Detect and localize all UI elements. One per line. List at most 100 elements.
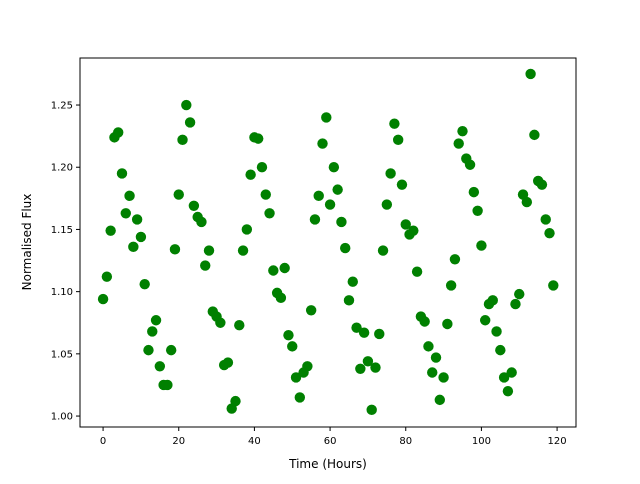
data-points: [97, 68, 559, 416]
data-point: [328, 162, 340, 173]
data-point: [358, 327, 370, 338]
x-tick-label: 100: [472, 436, 491, 447]
x-tick-label: 60: [324, 436, 337, 447]
data-point: [181, 99, 192, 111]
data-point: [449, 254, 461, 265]
data-point: [101, 271, 113, 282]
data-point: [340, 242, 351, 254]
data-point: [479, 315, 491, 326]
data-point: [188, 200, 200, 211]
data-point: [177, 134, 188, 146]
data-point: [268, 265, 279, 276]
data-point: [366, 404, 377, 416]
data-point: [457, 125, 468, 137]
data-point: [124, 190, 135, 202]
data-point: [150, 315, 162, 326]
data-point: [113, 127, 124, 138]
data-point: [97, 293, 109, 305]
data-point: [128, 241, 139, 253]
data-point: [336, 216, 347, 228]
data-point: [544, 227, 555, 239]
data-point: [162, 379, 173, 391]
data-point: [491, 326, 502, 337]
data-point: [294, 392, 306, 403]
data-point: [154, 361, 166, 372]
data-point: [438, 372, 449, 383]
data-point: [355, 363, 366, 374]
data-point: [290, 372, 302, 383]
data-point: [536, 179, 548, 190]
data-point: [317, 138, 328, 149]
y-tick-label: 1.00: [51, 412, 73, 423]
data-point: [472, 205, 483, 216]
data-point: [374, 328, 385, 340]
data-point: [116, 168, 128, 179]
data-point: [313, 190, 324, 202]
data-point: [464, 159, 476, 170]
x-tick-label: 120: [548, 436, 567, 447]
data-point: [445, 280, 457, 291]
data-point: [264, 208, 275, 219]
data-point: [498, 372, 510, 383]
data-point: [430, 352, 442, 363]
data-point: [184, 117, 196, 128]
x-tick-label: 80: [399, 436, 412, 447]
data-point: [525, 68, 536, 80]
data-point: [495, 344, 506, 356]
data-point: [215, 317, 226, 328]
data-point: [510, 298, 521, 310]
x-tick-label: 20: [172, 436, 185, 447]
data-point: [200, 260, 211, 271]
data-point: [173, 189, 184, 200]
data-point: [442, 318, 453, 330]
data-point: [343, 295, 355, 306]
data-point: [529, 129, 540, 141]
data-point: [362, 356, 374, 367]
data-point: [143, 344, 154, 356]
data-point: [476, 240, 487, 251]
data-point: [196, 216, 207, 228]
data-point: [468, 186, 480, 198]
data-point: [321, 112, 332, 123]
data-point: [332, 184, 343, 195]
data-point: [241, 224, 253, 235]
data-point: [423, 341, 434, 352]
data-point: [381, 199, 393, 210]
data-point: [514, 288, 525, 300]
data-point: [309, 214, 321, 225]
plot-frame: [79, 57, 577, 428]
x-tick-label: 40: [248, 436, 261, 447]
data-point: [419, 316, 430, 327]
data-point: [540, 214, 551, 225]
data-point: [275, 292, 287, 304]
data-point: [434, 394, 445, 406]
data-point: [169, 244, 181, 255]
data-point: [377, 245, 389, 256]
data-point: [502, 385, 514, 397]
data-point: [234, 320, 245, 331]
x-axis-label: Time (Hours): [288, 457, 367, 471]
data-point: [245, 169, 256, 180]
data-point: [302, 361, 313, 372]
data-point: [392, 134, 404, 146]
data-point: [370, 362, 381, 373]
data-point: [256, 162, 268, 173]
data-point: [400, 219, 411, 230]
data-point: [305, 305, 317, 316]
data-point: [131, 214, 143, 225]
data-point: [385, 168, 396, 179]
data-point: [521, 196, 533, 208]
data-point: [260, 189, 271, 200]
data-point: [351, 322, 362, 333]
data-point: [120, 208, 131, 219]
data-point: [427, 367, 438, 378]
y-tick-label: 1.20: [51, 163, 73, 174]
data-point: [222, 357, 234, 368]
data-point: [324, 199, 336, 210]
data-point: [135, 231, 147, 243]
data-point: [408, 225, 419, 236]
data-point: [252, 133, 264, 144]
data-point: [389, 118, 400, 129]
x-axis-ticks: 0 20 40 60 80 100 120: [100, 427, 567, 447]
